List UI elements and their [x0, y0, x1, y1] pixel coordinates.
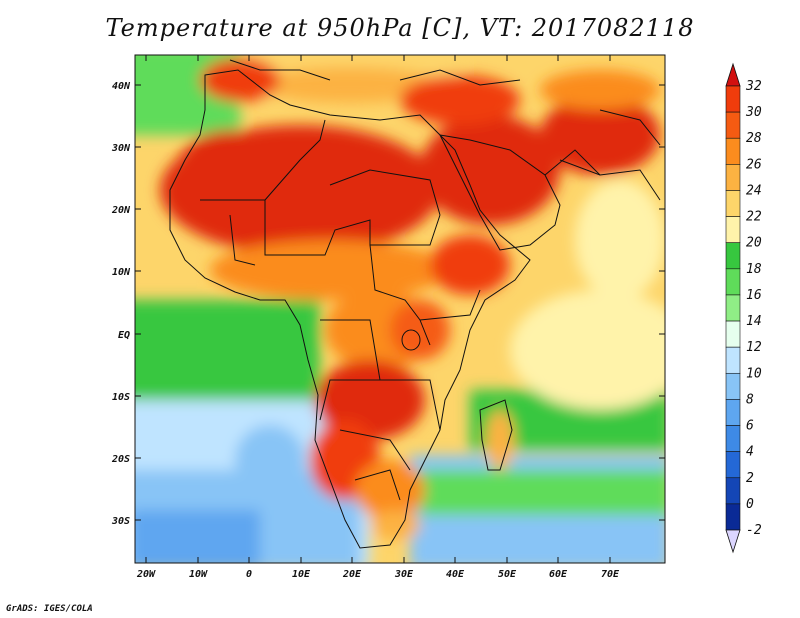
colorbar-segment [725, 399, 741, 426]
colorbar-segment [725, 164, 741, 191]
colorbar-label: 8 [746, 392, 754, 407]
colorbar-segment [725, 242, 741, 270]
colorbar-label: 12 [746, 340, 762, 355]
colorbar-segment [725, 477, 741, 505]
colorbar-segment [725, 268, 741, 296]
colorbar-label: 6 [746, 419, 754, 434]
lon-label: 40E [446, 569, 465, 580]
lat-label: 30N [111, 143, 131, 154]
lon-label: 50E [498, 569, 517, 580]
colorbar-label: 22 [746, 210, 762, 225]
lat-label: 10S [112, 392, 130, 403]
colorbar-label: 28 [746, 131, 762, 146]
lon-label: 10W [189, 569, 208, 580]
plot-frame [134, 54, 666, 564]
colorbar-label: 10 [746, 366, 762, 381]
lon-label: 20W [136, 569, 156, 580]
colorbar-segment [725, 346, 741, 374]
colorbar-segment [725, 137, 741, 165]
lat-label: 40N [112, 81, 131, 92]
lon-label: 60E [549, 569, 568, 580]
colorbar-segment [725, 451, 741, 479]
colorbar-segment [725, 190, 741, 217]
colorbar-segment [725, 372, 741, 400]
colorbar-top-arrow [725, 62, 741, 87]
lon-label: 20E [342, 569, 362, 580]
colorbar-label: 18 [746, 262, 762, 277]
colorbar-segment [725, 294, 741, 322]
colorbar-label: -2 [746, 523, 762, 538]
lat-label: 20N [111, 205, 131, 216]
colorbar-label: 0 [746, 497, 754, 512]
colorbar-segment [725, 216, 741, 244]
lon-label: 0 [246, 569, 252, 580]
lon-label: 70E [601, 569, 620, 580]
colorbar-label: 2 [746, 471, 754, 486]
lon-label: 10E [292, 569, 311, 580]
colorbar-segment [725, 503, 741, 531]
colorbar-label: 26 [746, 157, 762, 172]
colorbar-label: 14 [746, 314, 762, 329]
lat-axis: 40N 30N 20N 10N EQ 10S 20S 30S [111, 81, 665, 527]
colorbar-label: 4 [746, 445, 754, 460]
colorbar-bottom-arrow [725, 529, 741, 554]
colorbar-label: 16 [746, 288, 762, 303]
colorbar-segment [725, 111, 741, 139]
colorbar-label: 24 [746, 183, 762, 198]
colorbar-label: 30 [745, 105, 762, 120]
chart-title: Temperature at 950hPa [C], VT: 201708211… [105, 14, 695, 42]
lat-label: EQ [118, 330, 130, 341]
colorbar-segment [725, 425, 741, 452]
lon-label: 30E [394, 569, 414, 580]
colorbar-segment [725, 320, 741, 348]
lat-label: 30S [111, 516, 130, 527]
lon-axis: 20W 10W 0 10E 20E 30E 40E 50E 60E 70E [136, 55, 620, 580]
colorbar-label: 32 [745, 79, 762, 94]
temperature-field [135, 55, 665, 563]
coastlines [169, 59, 661, 549]
lat-label: 10N [112, 267, 131, 278]
footer-credit: GrADS: IGES/COLA [6, 604, 93, 614]
colorbar-label: 20 [746, 236, 762, 251]
colorbar-segment [725, 85, 741, 113]
lat-label: 20S [111, 454, 130, 465]
